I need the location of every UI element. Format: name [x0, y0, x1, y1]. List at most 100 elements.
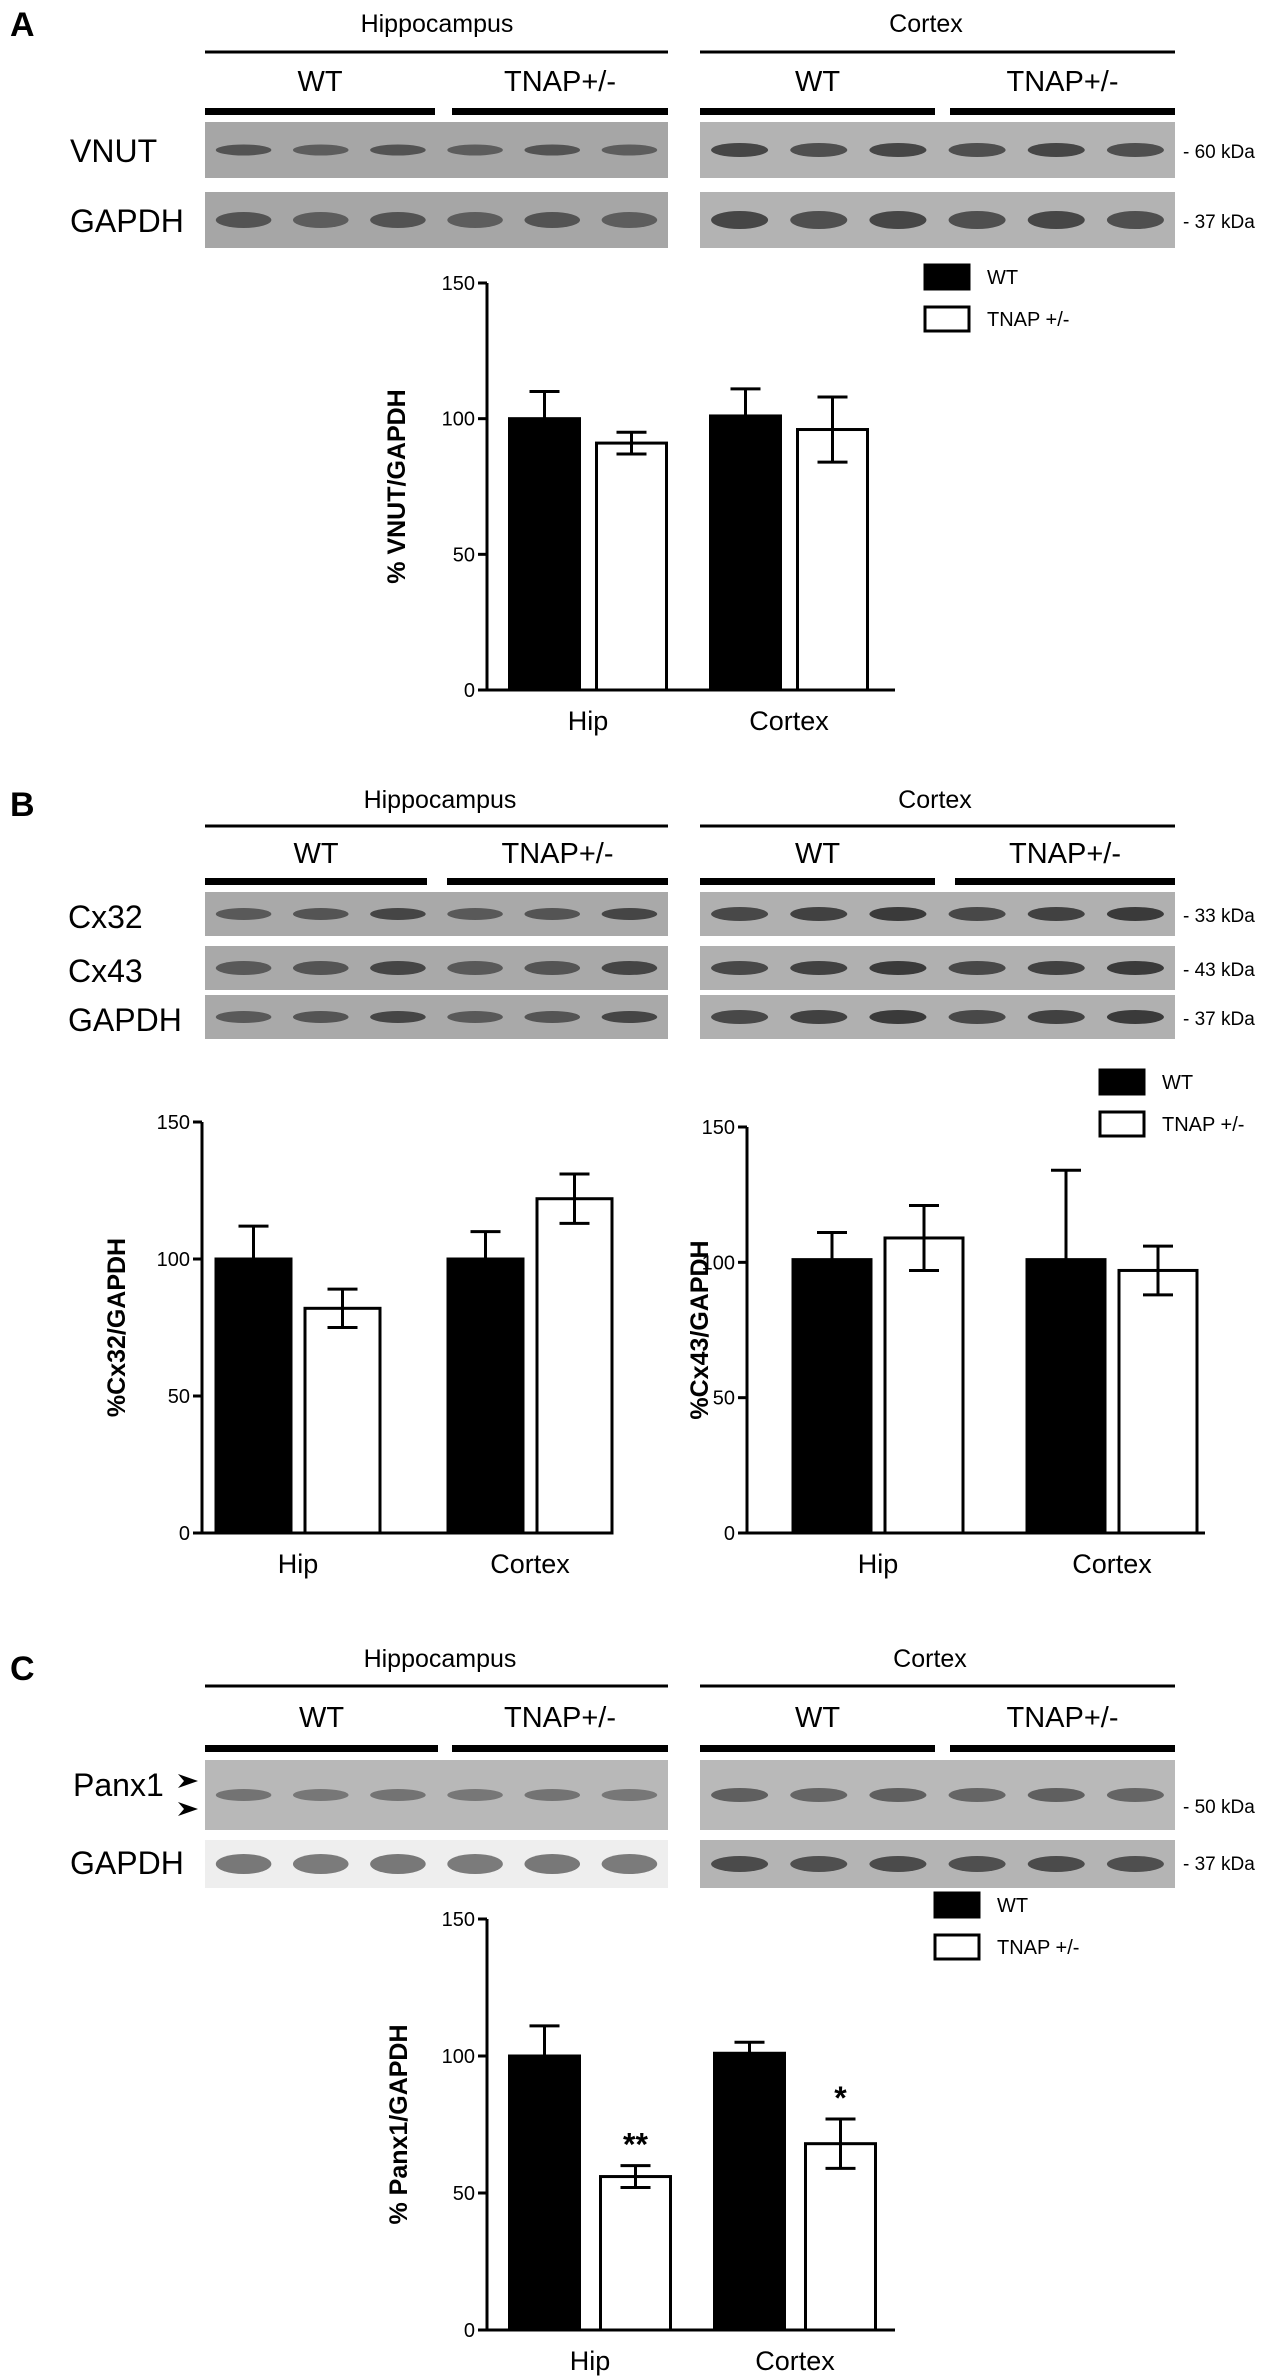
significance-marker: *: [834, 2080, 847, 2116]
region-label-hippocampus: Hippocampus: [364, 786, 517, 814]
blot-cortex-gapdh-band: [790, 211, 848, 229]
blot-cortex-gapdh-band: [948, 1010, 1006, 1024]
row-label-gapdh: GAPDH: [68, 1002, 182, 1038]
legend-swatch: [933, 1933, 981, 1961]
blot-hippocampus-panx1-band: [524, 1789, 581, 1801]
blot-hippocampus-cx32-band: [292, 908, 349, 920]
blot-cortex-gapdh-background: [700, 1840, 1175, 1888]
blot-cortex-gapdh-band: [1027, 211, 1085, 229]
x-tick-label: Hip: [570, 2346, 611, 2376]
panel-c: C Hippocampus Cortex WT TNAP+/- WT TNAP+/- Panx…: [0, 1640, 1283, 2379]
arrowhead-icon: [178, 1802, 198, 1816]
blot-hippocampus-cx32-background: [205, 892, 668, 936]
blot-cortex-panx1-band: [1027, 1788, 1085, 1802]
y-tick-label: 150: [702, 1117, 735, 1139]
blot-cortex-vnut-band: [948, 143, 1006, 157]
blot-hippocampus-gapdh-band: [215, 212, 272, 228]
blot-hippocampus-cx43-band: [215, 961, 272, 975]
legend: WT TNAP +/-: [1098, 1068, 1244, 1138]
y-tick-label: 50: [453, 2183, 475, 2205]
blot-hippocampus-cx43-band: [292, 961, 349, 975]
blot-cortex-cx32-band: [1106, 907, 1164, 921]
bar-tnap-hip: [303, 1306, 382, 1535]
blot-hippocampus-vnut-band: [601, 144, 658, 156]
blot-hippocampus-gapdh-band: [292, 1011, 349, 1023]
blot-hippocampus-cx43-band: [370, 961, 426, 975]
group-bar: [950, 1745, 1175, 1752]
blot-cortex-gapdh-band: [1106, 211, 1164, 229]
legend-swatch: [1098, 1068, 1146, 1096]
blot-cortex-cx43-band: [1106, 961, 1164, 975]
blot-cortex-panx1-band: [711, 1788, 769, 1802]
blot-cortex-gapdh-band: [948, 1856, 1006, 1872]
bar-tnap-hip: [595, 441, 668, 692]
blot-cortex-gapdh-band: [1106, 1856, 1164, 1872]
blot-cortex-gapdh-band: [790, 1010, 848, 1024]
blot-cortex-panx1-band: [869, 1788, 927, 1802]
kda-marker: - 43 kDa: [1183, 960, 1255, 981]
blot-hippocampus-gapdh-band: [524, 212, 581, 228]
x-tick-label: Cortex: [1072, 1549, 1152, 1579]
blot-cortex-cx43-band: [711, 961, 769, 975]
blot-hippocampus-gapdh: [205, 995, 668, 1039]
panel-a: A Hippocampus Cortex WT TNAP+/- WT TNAP+/- VNUT…: [0, 0, 1283, 740]
bar-chart: 0 50 100 150 %Cx32/GAPDH Hip Cortex: [103, 1112, 614, 1579]
bar-wt-cortex: [713, 2051, 786, 2332]
bar-chart: 0 50 100 150 % VNUT/GAPDH Hip Cortex WT TNAP +/-: [383, 263, 1069, 736]
bar-tnap-cortex: [804, 2142, 877, 2332]
blot-cortex-gapdh-band: [711, 1856, 769, 1872]
legend-label: WT: [1162, 1072, 1193, 1094]
y-axis-label: % VNUT/GAPDH: [383, 389, 411, 583]
bar-wt-hip: [508, 417, 581, 692]
group-label-wt: WT: [299, 1702, 344, 1734]
row-label-gapdh: GAPDH: [70, 203, 184, 239]
group-bar: [452, 108, 668, 115]
y-tick-label: 100: [442, 2046, 475, 2068]
blot-hippocampus-gapdh-background: [205, 192, 668, 248]
blot-hippocampus-cx32-band: [370, 908, 426, 920]
bar-tnap-hip: [599, 2175, 672, 2332]
blot-cortex-vnut: [700, 122, 1175, 178]
legend-label: WT: [987, 267, 1018, 289]
region-label-cortex: Cortex: [893, 1645, 967, 1673]
blot-hippocampus-gapdh-band: [292, 1854, 349, 1874]
x-tick-label: Cortex: [490, 1549, 570, 1579]
blot-cortex-gapdh-band: [869, 1856, 927, 1872]
blot-cortex-cx32: [700, 892, 1175, 936]
x-tick-label: Cortex: [749, 706, 829, 736]
blot-hippocampus-gapdh-background: [205, 1840, 668, 1888]
y-tick-label: 50: [453, 544, 475, 566]
panel-letter: A: [10, 6, 35, 44]
blot-cortex-cx32-band: [948, 907, 1006, 921]
blot-hippocampus-gapdh: [205, 1840, 668, 1888]
blot-hippocampus-vnut-band: [524, 144, 581, 156]
blot-cortex-gapdh-background: [700, 995, 1175, 1039]
blot-cortex-cx32-band: [711, 907, 769, 921]
panel-a-figure: A Hippocampus Cortex WT TNAP+/- WT TNAP+/- VNUT…: [10, 6, 1255, 736]
group-bar: [447, 878, 668, 885]
blot-cortex-gapdh-band: [869, 1010, 927, 1024]
y-tick-label: 150: [442, 273, 475, 295]
y-axis-label: % Panx1/GAPDH: [385, 2024, 413, 2224]
blot-cortex-cx32-band: [869, 907, 927, 921]
y-tick-label: 0: [179, 1523, 190, 1545]
legend-label: TNAP +/-: [987, 309, 1069, 331]
blot-hippocampus-gapdh-band: [524, 1854, 581, 1874]
blot-hippocampus-cx32: [205, 892, 668, 936]
blot-hippocampus-gapdh-background: [205, 995, 668, 1039]
row-label-vnut: VNUT: [70, 133, 157, 169]
blot-cortex-cx43-band: [948, 961, 1006, 975]
bar-wt-hip: [791, 1258, 873, 1535]
legend-swatch: [933, 1891, 981, 1919]
kda-marker: - 33 kDa: [1183, 906, 1255, 927]
blot-hippocampus-cx43-band: [524, 961, 581, 975]
blot-cortex-cx43-band: [869, 961, 927, 975]
y-tick-label: 50: [168, 1386, 190, 1408]
blot-header: Hippocampus Cortex WT TNAP+/- WT TNAP+/-: [205, 10, 1175, 115]
blot-hippocampus-panx1-background: [205, 1760, 668, 1830]
blot-hippocampus-gapdh-band: [370, 212, 426, 228]
legend-label: TNAP +/-: [997, 1937, 1079, 1959]
blot-cortex-panx1-band: [948, 1788, 1006, 1802]
blot-hippocampus-panx1-band: [447, 1789, 503, 1801]
row-label-cx32: Cx32: [68, 899, 143, 935]
